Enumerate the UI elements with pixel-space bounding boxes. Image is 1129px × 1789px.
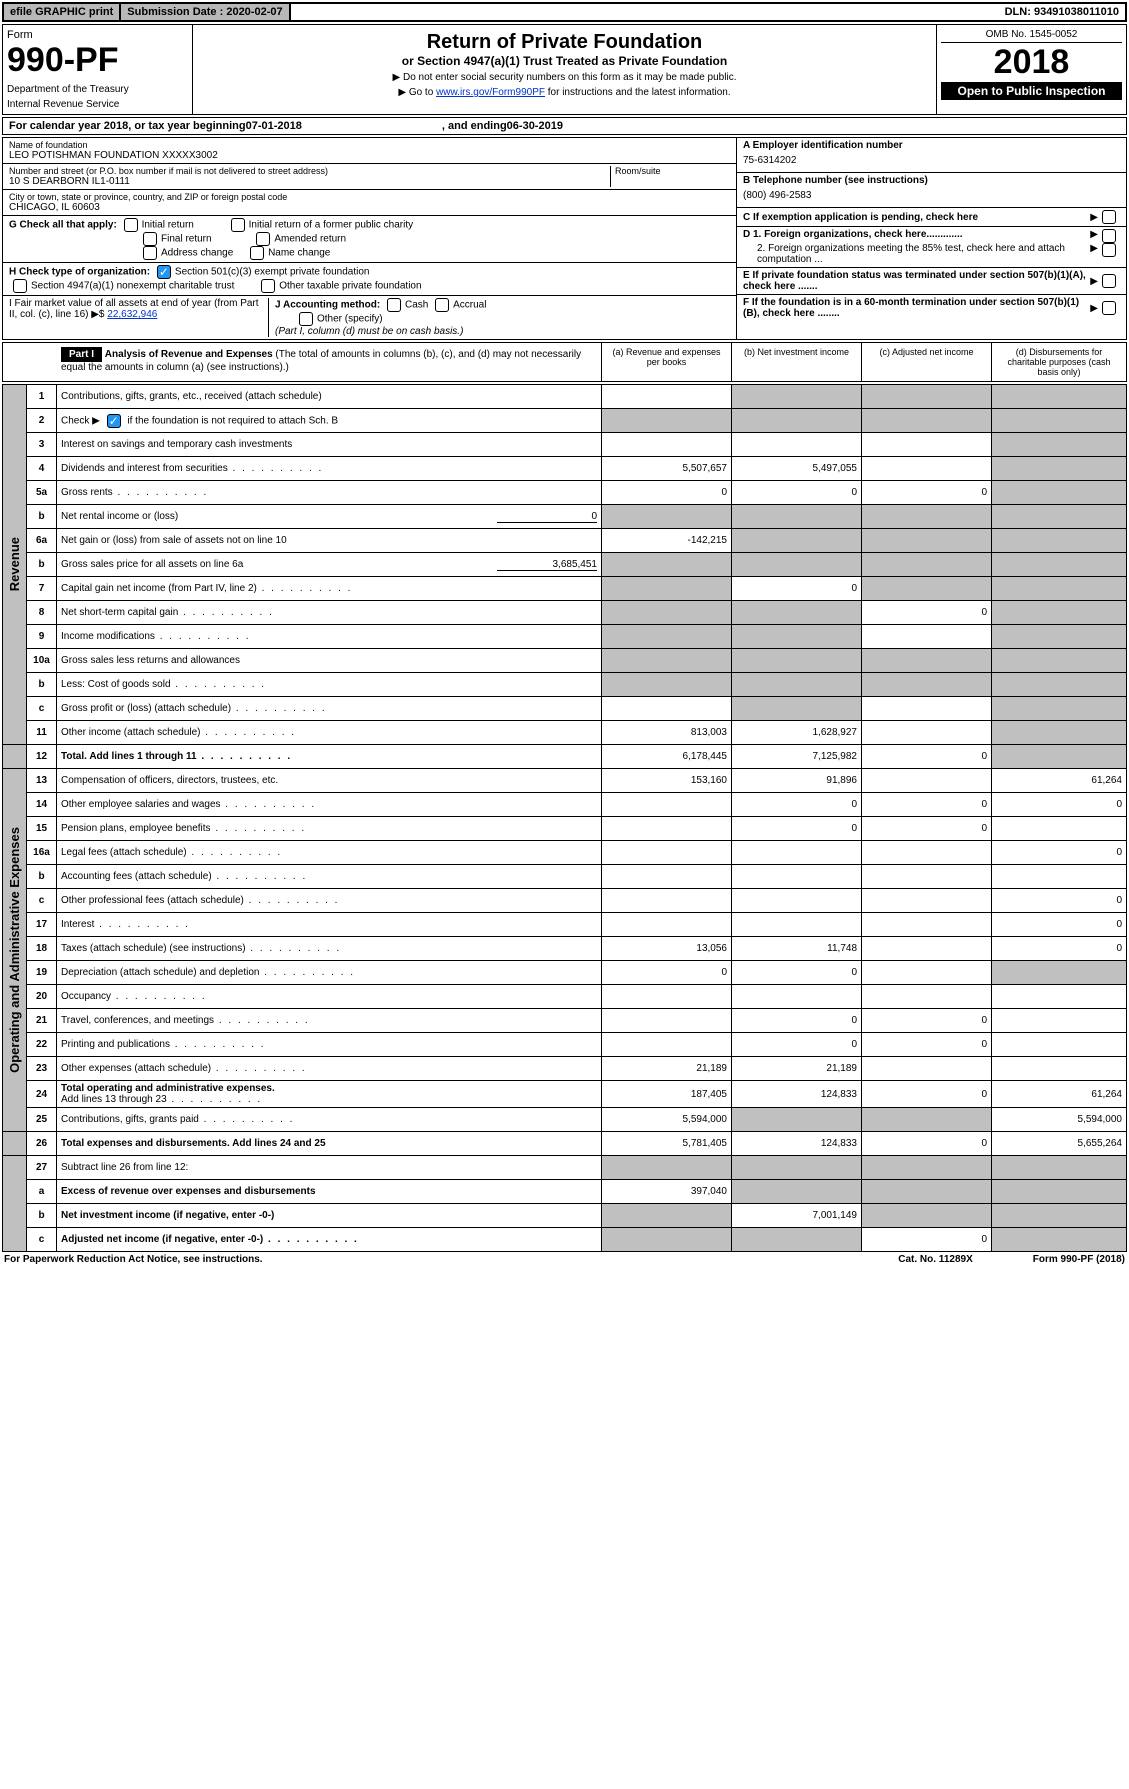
dln: DLN: 93491038011010 xyxy=(999,4,1125,20)
irs-link[interactable]: www.irs.gov/Form990PF xyxy=(436,87,545,98)
expenses-side-label: Operating and Administrative Expenses xyxy=(7,827,22,1073)
part1-label: Part I xyxy=(61,347,102,362)
box-e: E If private foundation status was termi… xyxy=(737,268,1126,295)
top-bar: efile GRAPHIC print Submission Date : 20… xyxy=(2,2,1127,22)
status-terminated-check[interactable] xyxy=(1102,274,1116,288)
box-d: D 1. Foreign organizations, check here..… xyxy=(737,227,1126,268)
col-c-header: (c) Adjusted net income xyxy=(861,343,991,381)
col-d-header: (d) Disbursements for charitable purpose… xyxy=(991,343,1126,381)
exemption-pending-check[interactable] xyxy=(1102,210,1116,224)
paperwork-notice: For Paperwork Reduction Act Notice, see … xyxy=(4,1254,263,1265)
efile-label[interactable]: efile GRAPHIC print xyxy=(4,4,121,20)
open-to-public: Open to Public Inspection xyxy=(941,82,1122,100)
revenue-side-label: Revenue xyxy=(7,537,22,591)
tax-year: 2018 xyxy=(941,43,1122,82)
address-change-check[interactable] xyxy=(143,246,157,260)
calendar-year-row: For calendar year 2018, or tax year begi… xyxy=(2,117,1127,135)
city: City or town, state or province, country… xyxy=(3,190,736,216)
501c3-check[interactable] xyxy=(157,265,171,279)
box-f: F If the foundation is in a 60-month ter… xyxy=(737,295,1126,321)
form-number: 990-PF xyxy=(7,41,188,80)
form-note-1: ▶ Do not enter social security numbers o… xyxy=(199,72,930,83)
sch-b-check[interactable] xyxy=(107,414,121,428)
4947a1-check[interactable] xyxy=(13,279,27,293)
cash-check[interactable] xyxy=(387,298,401,312)
other-taxable-check[interactable] xyxy=(261,279,275,293)
form-ref: Form 990-PF (2018) xyxy=(1033,1254,1125,1265)
form-title: Return of Private Foundation xyxy=(199,31,930,54)
page-footer: For Paperwork Reduction Act Notice, see … xyxy=(4,1254,1125,1265)
initial-former-check[interactable] xyxy=(231,218,245,232)
box-c: C If exemption application is pending, c… xyxy=(737,208,1126,227)
box-i-j: I Fair market value of all assets at end… xyxy=(3,296,736,339)
col-b-header: (b) Net investment income xyxy=(731,343,861,381)
identity-section: Name of foundation LEO POTISHMAN FOUNDAT… xyxy=(2,137,1127,340)
col-a-header: (a) Revenue and expenses per books xyxy=(601,343,731,381)
box-h: H Check type of organization: Section 50… xyxy=(3,263,736,296)
final-return-check[interactable] xyxy=(143,232,157,246)
name-change-check[interactable] xyxy=(250,246,264,260)
catalog-number: Cat. No. 11289X xyxy=(898,1254,972,1265)
60-month-check[interactable] xyxy=(1102,301,1116,315)
form-note-2: ▶ Go to www.irs.gov/Form990PF for instru… xyxy=(199,87,930,98)
foundation-name: Name of foundation LEO POTISHMAN FOUNDAT… xyxy=(3,138,736,164)
ein: A Employer identification number 75-6314… xyxy=(737,138,1126,173)
dept-irs: Internal Revenue Service xyxy=(7,99,188,110)
phone: B Telephone number (see instructions) (8… xyxy=(737,173,1126,208)
other-method-check[interactable] xyxy=(299,312,313,326)
dept-treasury: Department of the Treasury xyxy=(7,84,188,95)
omb-number: OMB No. 1545-0052 xyxy=(941,29,1122,43)
part1-header-row: Part I Analysis of Revenue and Expenses … xyxy=(2,342,1127,382)
initial-return-check[interactable] xyxy=(124,218,138,232)
amended-return-check[interactable] xyxy=(256,232,270,246)
form-word: Form xyxy=(7,29,188,41)
submission-date: Submission Date : 2020-02-07 xyxy=(121,4,290,20)
accrual-check[interactable] xyxy=(435,298,449,312)
form-subtitle: or Section 4947(a)(1) Trust Treated as P… xyxy=(199,54,930,68)
foreign-85-check[interactable] xyxy=(1102,243,1116,257)
fmv-link[interactable]: 22,632,946 xyxy=(107,309,157,320)
part1-table: Revenue 1Contributions, gifts, grants, e… xyxy=(2,384,1127,1252)
foreign-org-check[interactable] xyxy=(1102,229,1116,243)
form-header: Form 990-PF Department of the Treasury I… xyxy=(2,24,1127,115)
box-g: G Check all that apply: Initial return I… xyxy=(3,216,736,263)
address: Number and street (or P.O. box number if… xyxy=(3,164,736,190)
